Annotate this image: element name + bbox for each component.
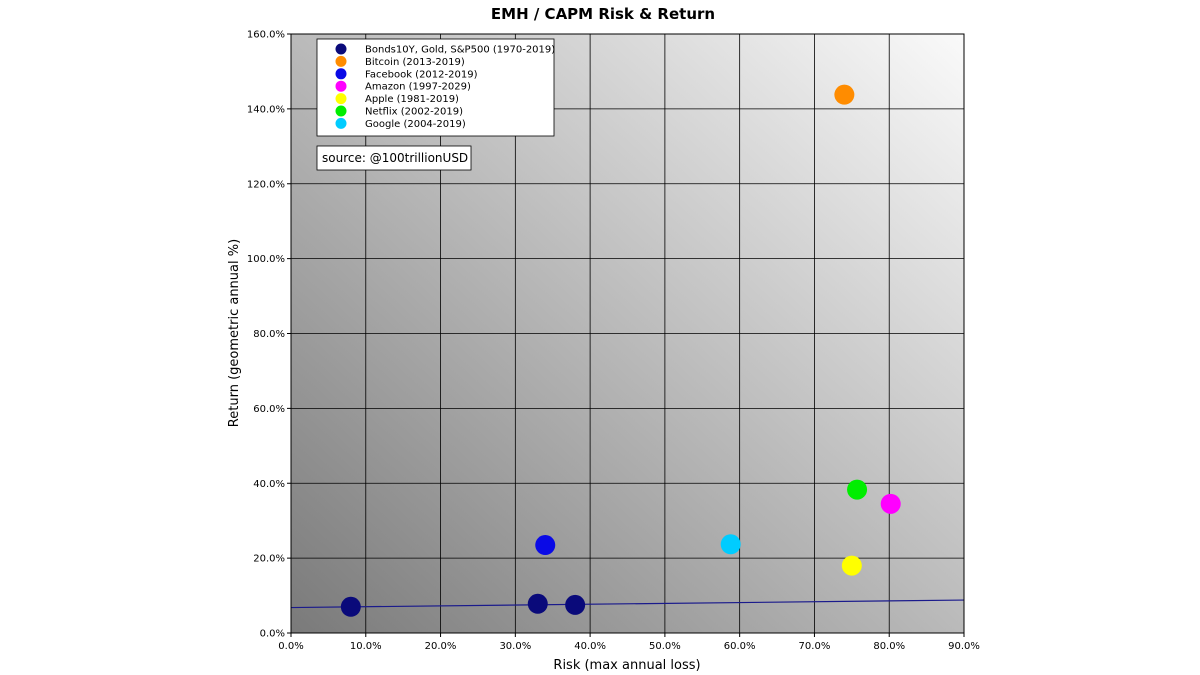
y-tick-label: 120.0% xyxy=(247,179,285,190)
y-tick-label: 140.0% xyxy=(247,104,285,115)
legend-marker xyxy=(335,105,347,117)
legend-marker xyxy=(335,43,347,55)
x-tick-label: 60.0% xyxy=(724,641,756,652)
x-tick-label: 70.0% xyxy=(799,641,831,652)
x-tick-label: 10.0% xyxy=(350,641,382,652)
data-point xyxy=(565,594,586,615)
y-axis-title: Return (geometric annual %) xyxy=(227,239,242,427)
legend-label: Facebook (2012-2019) xyxy=(365,69,478,80)
legend-marker xyxy=(335,117,347,129)
y-tick-label: 60.0% xyxy=(253,404,285,415)
data-point xyxy=(841,555,862,576)
trend-line xyxy=(290,599,965,609)
legend-label: Google (2004-2019) xyxy=(365,119,466,130)
data-point xyxy=(535,535,556,556)
x-axis-title: Risk (max annual loss) xyxy=(553,658,700,673)
data-point xyxy=(847,479,868,500)
y-tick-label: 80.0% xyxy=(253,329,285,340)
data-point xyxy=(340,596,361,617)
chart-title: EMH / CAPM Risk & Return xyxy=(491,5,715,23)
legend-marker xyxy=(335,68,347,80)
data-point xyxy=(527,593,548,614)
y-tick-label: 100.0% xyxy=(247,254,285,265)
y-tick-label: 160.0% xyxy=(247,30,285,41)
y-axis-ticks: 0.0% 20.0% 40.0% 60.0% 80.0% 100.0% 120.0% 140.… xyxy=(247,30,291,640)
legend-label: Netflix (2002-2019) xyxy=(365,107,463,118)
legend-label: Apple (1981-2019) xyxy=(365,94,459,105)
data-point xyxy=(720,534,741,555)
data-point xyxy=(880,493,901,514)
legend-marker xyxy=(335,55,347,67)
legend-label: Bitcoin (2013-2019) xyxy=(365,57,465,68)
x-tick-label: 80.0% xyxy=(873,641,905,652)
legend-label: Bonds10Y, Gold, S&P500 (1970-2019) xyxy=(365,45,555,56)
legend-marker xyxy=(335,93,347,105)
legend-box xyxy=(316,38,555,137)
y-tick-label: 20.0% xyxy=(253,554,285,565)
x-tick-label: 40.0% xyxy=(574,641,606,652)
x-tick-label: 50.0% xyxy=(649,641,681,652)
x-tick-label: 20.0% xyxy=(425,641,457,652)
legend: Bonds10Y, Gold, S&P500 (1970-2019)Bitcoi… xyxy=(316,38,555,137)
trend-line-layer xyxy=(290,599,965,609)
y-tick-label: 0.0% xyxy=(260,629,285,640)
data-point xyxy=(834,84,855,105)
legend-label: Amazon (1997-2029) xyxy=(365,82,471,93)
y-tick-label: 40.0% xyxy=(253,479,285,490)
source-text: source: @100trillionUSD xyxy=(322,151,468,165)
source-box xyxy=(316,145,472,171)
legend-marker xyxy=(335,80,347,92)
source-annotation: source: @100trillionUSD xyxy=(316,145,472,171)
x-tick-label: 30.0% xyxy=(499,641,531,652)
x-axis-ticks: 0.0% 10.0% 20.0% 30.0% 40.0% 50.0% 60.0% 70.0% 8… xyxy=(278,633,980,652)
x-tick-label: 0.0% xyxy=(278,641,303,652)
x-tick-label: 90.0% xyxy=(948,641,980,652)
data-points-layer xyxy=(340,84,901,617)
